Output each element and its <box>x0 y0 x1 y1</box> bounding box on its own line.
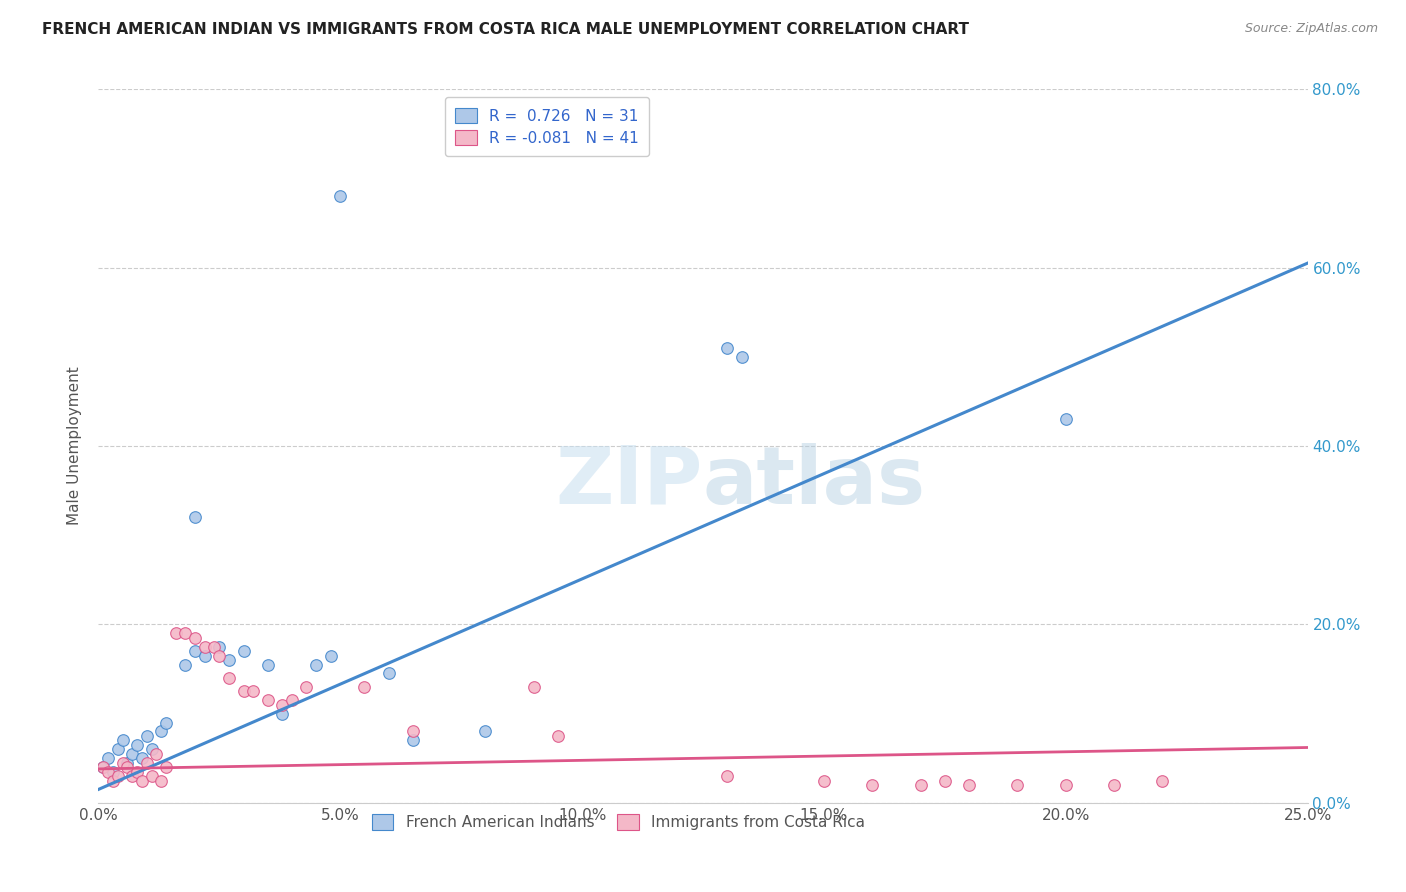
Point <box>131 751 153 765</box>
Point <box>281 693 304 707</box>
Point <box>121 747 143 761</box>
Point <box>107 769 129 783</box>
Point <box>731 350 754 364</box>
Point <box>111 756 134 770</box>
Point <box>174 657 197 672</box>
Point <box>934 773 956 788</box>
Text: ZIP: ZIP <box>555 442 703 521</box>
Point <box>101 764 124 779</box>
Point <box>256 693 278 707</box>
Point <box>127 738 149 752</box>
Point <box>208 640 231 654</box>
Point <box>377 666 399 681</box>
Point <box>150 773 173 788</box>
Point <box>184 644 207 658</box>
Point <box>271 698 294 712</box>
Point <box>813 773 835 788</box>
Point <box>107 742 129 756</box>
Text: Source: ZipAtlas.com: Source: ZipAtlas.com <box>1244 22 1378 36</box>
Point <box>184 631 207 645</box>
Point <box>353 680 375 694</box>
Point <box>117 756 139 770</box>
Point <box>232 684 254 698</box>
Point <box>860 778 883 792</box>
Point <box>218 671 240 685</box>
Point <box>141 742 163 756</box>
Point <box>957 778 980 792</box>
Text: FRENCH AMERICAN INDIAN VS IMMIGRANTS FROM COSTA RICA MALE UNEMPLOYMENT CORRELATI: FRENCH AMERICAN INDIAN VS IMMIGRANTS FRO… <box>42 22 969 37</box>
Point <box>141 769 163 783</box>
Point <box>295 680 318 694</box>
Legend: French American Indians, Immigrants from Costa Rica: French American Indians, Immigrants from… <box>364 806 872 838</box>
Point <box>910 778 932 792</box>
Point <box>150 724 173 739</box>
Point <box>204 640 226 654</box>
Y-axis label: Male Unemployment: Male Unemployment <box>67 367 83 525</box>
Point <box>165 626 187 640</box>
Point <box>305 657 328 672</box>
Point <box>271 706 294 721</box>
Point <box>1007 778 1029 792</box>
Point <box>97 751 120 765</box>
Point <box>256 657 278 672</box>
Point <box>1054 778 1077 792</box>
Point <box>121 769 143 783</box>
Point <box>101 773 124 788</box>
Point <box>131 773 153 788</box>
Point <box>155 760 177 774</box>
Point <box>135 729 157 743</box>
Point <box>716 341 738 355</box>
Point <box>402 724 425 739</box>
Point <box>117 760 139 774</box>
Point <box>402 733 425 747</box>
Point <box>1102 778 1125 792</box>
Point <box>319 648 342 663</box>
Point <box>1054 412 1077 426</box>
Point <box>523 680 546 694</box>
Point <box>194 640 217 654</box>
Point <box>91 760 114 774</box>
Point <box>218 653 240 667</box>
Text: atlas: atlas <box>703 442 927 521</box>
Point <box>111 733 134 747</box>
Point <box>329 189 352 203</box>
Point <box>135 756 157 770</box>
Point <box>145 747 167 761</box>
Point <box>1152 773 1174 788</box>
Point <box>184 510 207 524</box>
Point <box>91 760 114 774</box>
Point <box>155 715 177 730</box>
Point <box>97 764 120 779</box>
Point <box>547 729 569 743</box>
Point <box>474 724 496 739</box>
Point <box>174 626 197 640</box>
Point <box>232 644 254 658</box>
Point <box>716 769 738 783</box>
Point <box>208 648 231 663</box>
Point <box>242 684 264 698</box>
Point <box>194 648 217 663</box>
Point <box>127 764 149 779</box>
